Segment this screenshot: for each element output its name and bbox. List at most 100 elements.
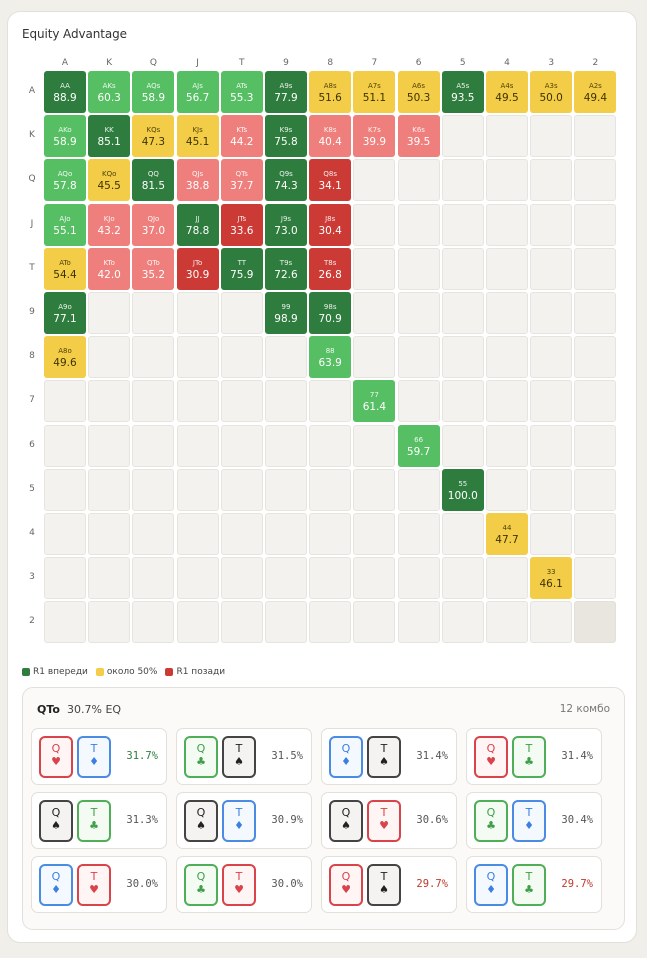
empty-cell[interactable] (574, 159, 617, 202)
empty-cell[interactable] (44, 424, 86, 467)
combo-card[interactable]: Q ♠ T ♦ 30.9% (176, 792, 312, 849)
empty-cell[interactable] (441, 203, 484, 246)
empty-cell[interactable] (88, 557, 131, 600)
empty-cell[interactable] (441, 557, 484, 600)
empty-cell[interactable] (44, 468, 86, 511)
empty-cell[interactable] (88, 380, 131, 423)
hand-cell[interactable]: Q9s 74.3 (265, 159, 307, 202)
hand-cell[interactable]: A5s 93.5 (441, 71, 484, 113)
hand-cell[interactable]: KK 85.1 (88, 115, 131, 158)
empty-cell[interactable] (176, 557, 219, 600)
combo-card[interactable]: Q ♦ T ♠ 31.4% (321, 728, 457, 785)
empty-cell[interactable] (132, 468, 175, 511)
empty-cell[interactable] (486, 292, 528, 334)
hand-cell[interactable]: A3s 50.0 (530, 71, 573, 113)
empty-cell[interactable] (44, 601, 86, 644)
empty-cell[interactable] (353, 601, 396, 644)
empty-cell[interactable] (132, 513, 175, 555)
hand-cell[interactable]: 88 63.9 (309, 336, 352, 379)
hand-cell[interactable]: 98s 70.9 (309, 292, 352, 334)
empty-cell[interactable] (88, 468, 131, 511)
hand-cell[interactable]: QJo 37.0 (132, 203, 175, 246)
empty-cell[interactable] (220, 601, 263, 644)
empty-cell[interactable] (265, 380, 307, 423)
hand-cell[interactable]: QTs 37.7 (220, 159, 263, 202)
empty-cell[interactable] (265, 468, 307, 511)
empty-cell[interactable] (44, 513, 86, 555)
hand-cell[interactable]: J8s 30.4 (309, 203, 352, 246)
hand-cell[interactable]: A7s 51.1 (353, 71, 396, 113)
empty-cell[interactable] (88, 336, 131, 379)
empty-cell[interactable] (176, 380, 219, 423)
hand-cell[interactable]: A4s 49.5 (486, 71, 528, 113)
empty-cell[interactable] (88, 601, 131, 644)
empty-cell[interactable] (530, 292, 573, 334)
empty-cell[interactable] (397, 159, 440, 202)
hand-cell[interactable]: 33 46.1 (530, 557, 573, 600)
empty-cell[interactable] (530, 247, 573, 290)
empty-cell[interactable] (486, 336, 528, 379)
hand-cell[interactable]: KJo 43.2 (88, 203, 131, 246)
empty-cell[interactable] (574, 424, 617, 467)
hand-cell[interactable]: 99 98.9 (265, 292, 307, 334)
empty-cell[interactable] (486, 601, 528, 644)
empty-cell[interactable] (220, 336, 263, 379)
empty-cell[interactable] (88, 424, 131, 467)
combo-card[interactable]: Q ♠ T ♥ 30.6% (321, 792, 457, 849)
empty-cell[interactable] (441, 159, 484, 202)
hand-cell[interactable]: A8o 49.6 (44, 336, 86, 379)
hand-cell[interactable]: Q8s 34.1 (309, 159, 352, 202)
empty-cell[interactable] (353, 336, 396, 379)
hand-cell[interactable]: TT 75.9 (220, 247, 263, 290)
hand-cell[interactable]: A9o 77.1 (44, 292, 86, 334)
hand-cell[interactable]: T8s 26.8 (309, 247, 352, 290)
empty-cell[interactable] (574, 336, 617, 379)
empty-cell[interactable] (530, 468, 573, 511)
empty-cell[interactable] (486, 557, 528, 600)
empty-cell[interactable] (220, 468, 263, 511)
empty-cell[interactable] (309, 513, 352, 555)
empty-cell[interactable] (441, 336, 484, 379)
empty-cell[interactable] (220, 292, 263, 334)
empty-cell[interactable] (353, 292, 396, 334)
hand-cell[interactable]: A9s 77.9 (265, 71, 307, 113)
empty-cell[interactable] (176, 468, 219, 511)
hand-cell[interactable]: A8s 51.6 (309, 71, 352, 113)
hand-cell[interactable]: 55 100.0 (441, 468, 484, 511)
combo-card[interactable]: Q ♥ T ♣ 31.4% (466, 728, 602, 785)
empty-cell[interactable] (132, 336, 175, 379)
empty-cell[interactable] (486, 247, 528, 290)
empty-cell[interactable] (574, 380, 617, 423)
hand-cell[interactable]: K9s 75.8 (265, 115, 307, 158)
empty-cell[interactable] (353, 247, 396, 290)
empty-cell[interactable] (220, 557, 263, 600)
empty-cell[interactable] (441, 513, 484, 555)
hand-cell[interactable]: AJs 56.7 (176, 71, 219, 113)
empty-cell[interactable] (574, 513, 617, 555)
empty-cell[interactable] (353, 468, 396, 511)
empty-cell[interactable] (441, 601, 484, 644)
hand-cell[interactable]: 77 61.4 (353, 380, 396, 423)
hand-cell[interactable]: KQs 47.3 (132, 115, 175, 158)
empty-cell[interactable] (265, 424, 307, 467)
empty-cell[interactable] (88, 513, 131, 555)
empty-cell[interactable] (176, 336, 219, 379)
empty-cell[interactable] (220, 380, 263, 423)
combo-card[interactable]: Q ♣ T ♥ 30.0% (176, 856, 312, 913)
empty-cell[interactable] (132, 424, 175, 467)
empty-cell[interactable] (486, 380, 528, 423)
hand-cell[interactable]: J9s 73.0 (265, 203, 307, 246)
empty-cell[interactable] (441, 247, 484, 290)
empty-cell[interactable] (397, 380, 440, 423)
empty-cell[interactable] (353, 513, 396, 555)
empty-cell[interactable] (397, 203, 440, 246)
empty-cell[interactable] (397, 601, 440, 644)
hand-cell[interactable]: AKo 58.9 (44, 115, 86, 158)
hand-cell[interactable]: 44 47.7 (486, 513, 528, 555)
empty-cell[interactable] (309, 557, 352, 600)
empty-cell[interactable] (353, 203, 396, 246)
empty-cell[interactable] (574, 115, 617, 158)
empty-cell[interactable] (530, 601, 573, 644)
combo-card[interactable]: Q ♣ T ♠ 31.5% (176, 728, 312, 785)
empty-cell[interactable] (530, 203, 573, 246)
